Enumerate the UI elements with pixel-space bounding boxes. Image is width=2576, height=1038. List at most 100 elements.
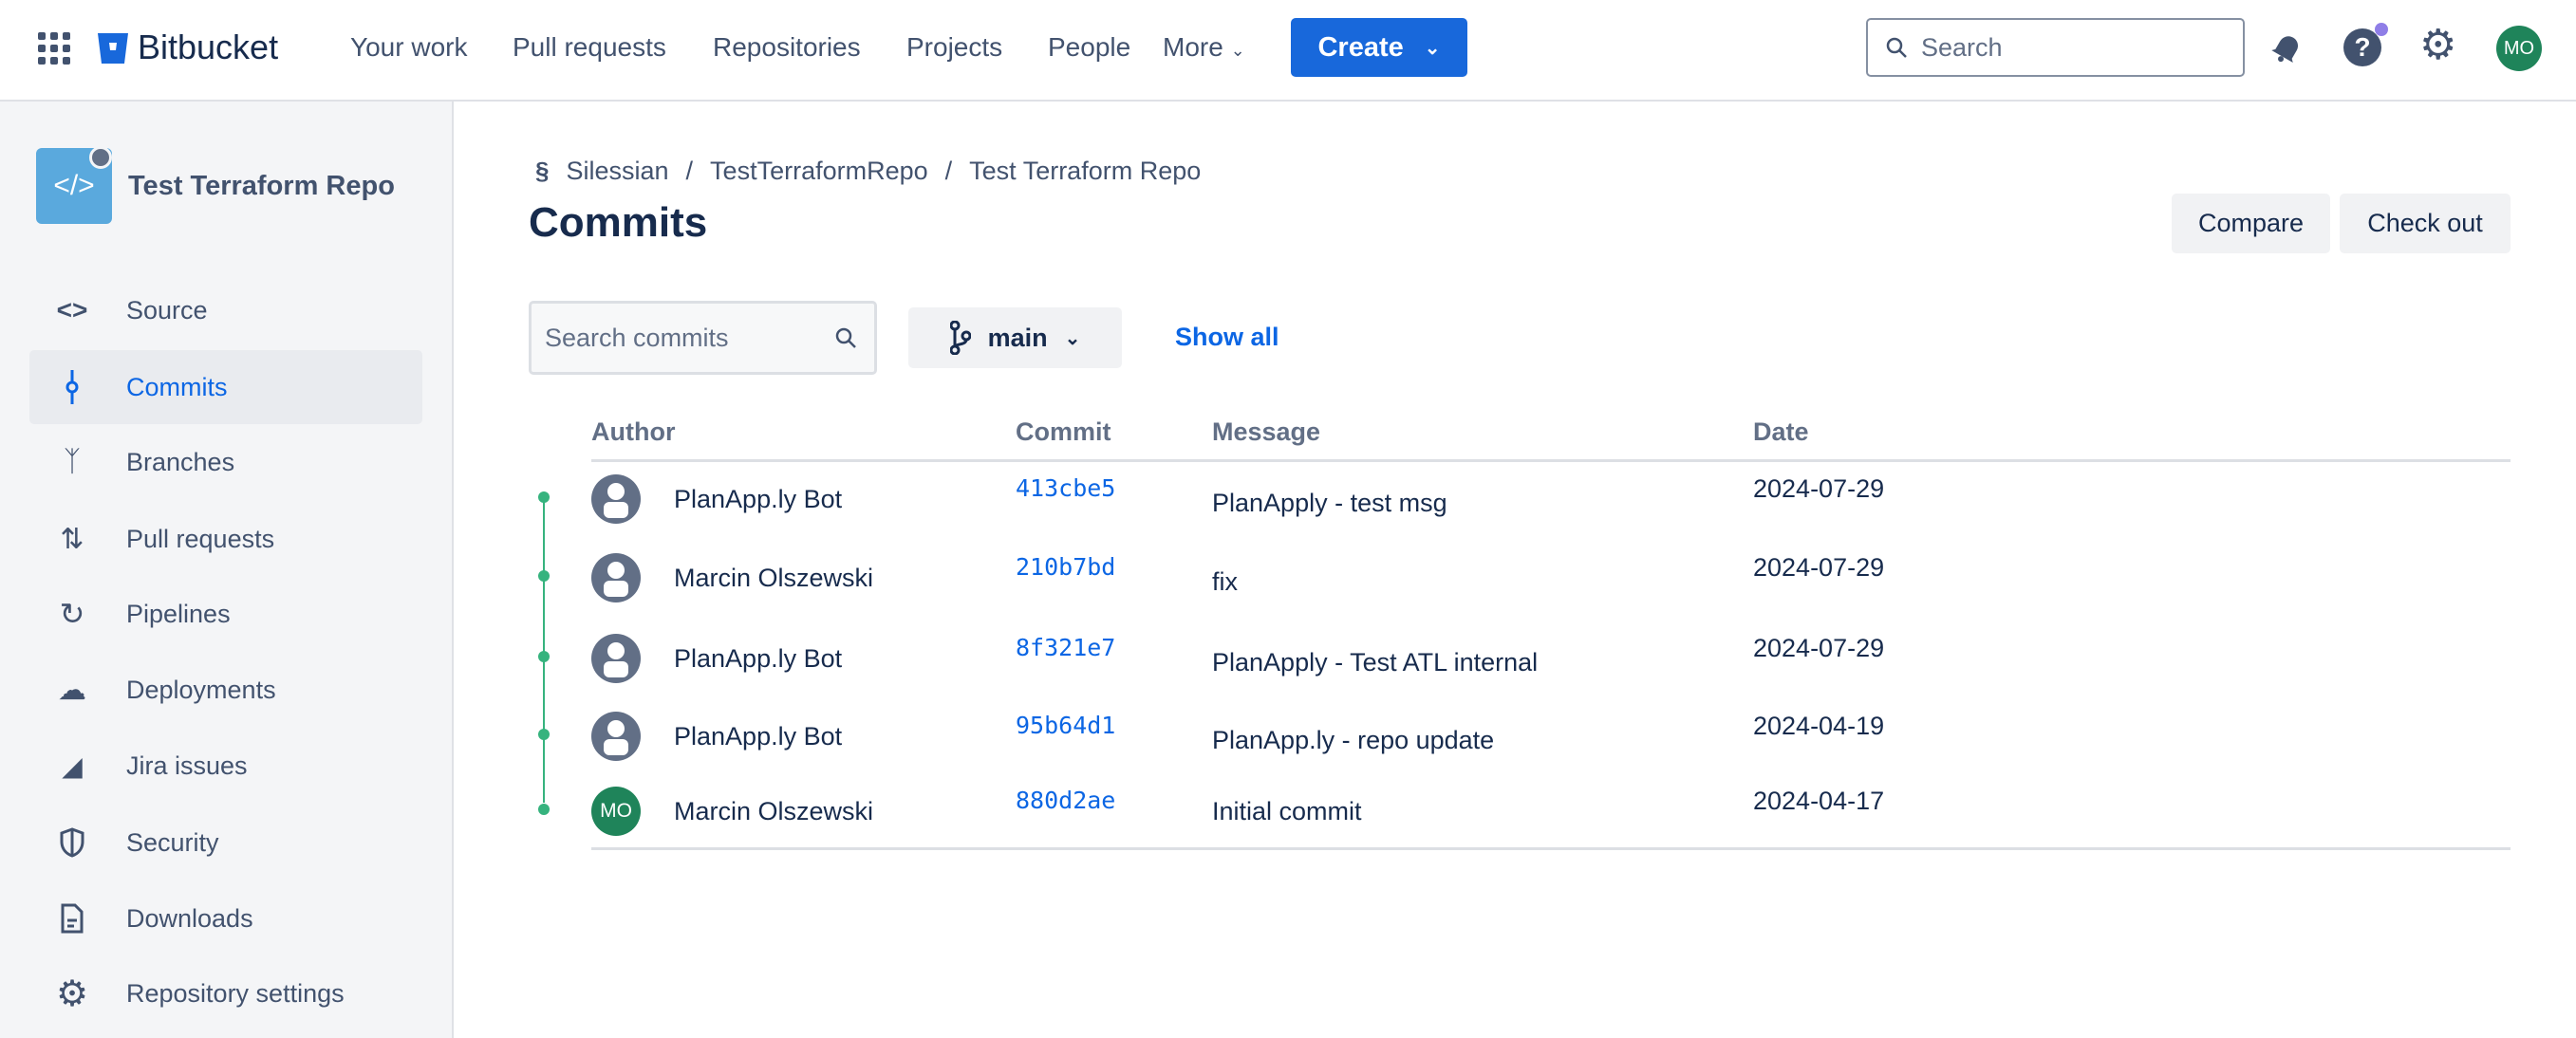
- breadcrumb-separator: /: [685, 157, 694, 185]
- column-header-date: Date: [1753, 417, 1809, 446]
- sidebar-item-commits[interactable]: Commits: [29, 350, 422, 424]
- commit-message: fix: [1212, 567, 1238, 596]
- commit-message: Initial commit: [1212, 797, 1362, 825]
- search-commits-input[interactable]: Search commits: [529, 301, 877, 375]
- search-icon: [1886, 37, 1907, 58]
- commit-date: 2024-04-17: [1753, 787, 1885, 815]
- sidebar-item-security[interactable]: Security: [29, 806, 422, 880]
- commit-message: PlanApp.ly - repo update: [1212, 726, 1495, 754]
- default-avatar-icon[interactable]: [591, 712, 641, 761]
- compare-button[interactable]: Compare: [2172, 194, 2330, 253]
- sidebar-item-repository-settings[interactable]: ⚙ Repository settings: [29, 956, 422, 1030]
- notifications-bell-icon[interactable]: [2270, 30, 2305, 65]
- pull-request-icon: ⇅: [60, 523, 84, 555]
- author-name: Marcin Olszewski: [674, 797, 874, 825]
- code-icon: <>: [56, 295, 88, 324]
- breadcrumb-workspace[interactable]: Silessian: [566, 157, 669, 185]
- create-button[interactable]: Create ⌄: [1291, 18, 1467, 77]
- commit-hash-link[interactable]: 8f321e7: [1016, 634, 1116, 661]
- table-footer-divider: [591, 847, 2511, 850]
- sidebar-item-downloads[interactable]: Downloads: [29, 881, 422, 955]
- search-input[interactable]: Search: [1866, 18, 2245, 77]
- commit-icon: [29, 370, 115, 404]
- help-notification-dot: [2375, 23, 2388, 36]
- nav-projects[interactable]: Projects: [906, 32, 1003, 62]
- nav-repositories[interactable]: Repositories: [713, 32, 861, 62]
- column-header-author: Author: [591, 417, 676, 446]
- breadcrumb: § Silessian / TestTerraformRepo / Test T…: [535, 157, 1201, 186]
- check-out-button[interactable]: Check out: [2340, 194, 2511, 253]
- gear-icon: ⚙: [55, 973, 89, 1014]
- bitbucket-logo-icon[interactable]: [97, 31, 129, 65]
- sidebar-item-label: Pull requests: [126, 524, 275, 553]
- column-header-commit: Commit: [1016, 417, 1111, 446]
- search-icon: [835, 327, 856, 348]
- author-name: PlanApp.ly Bot: [674, 722, 843, 751]
- author-name: PlanApp.ly Bot: [674, 485, 843, 513]
- commit-message: PlanApply - test msg: [1212, 489, 1447, 517]
- sidebar-item-label: Source: [126, 295, 208, 324]
- commit-graph-node: [538, 804, 550, 815]
- chevron-down-icon: ⌄: [1064, 327, 1081, 349]
- product-name[interactable]: Bitbucket: [138, 28, 279, 66]
- cloud-upload-icon: ☁: [58, 674, 86, 706]
- pipelines-icon: ↻: [59, 597, 85, 631]
- commit-graph-node: [538, 491, 550, 503]
- branch-icon: [949, 321, 971, 355]
- sidebar-item-label: Jira issues: [126, 751, 248, 780]
- column-header-message: Message: [1212, 417, 1321, 446]
- commit-graph-node: [538, 651, 550, 662]
- sidebar-item-label: Repository settings: [126, 978, 345, 1008]
- settings-gear-icon[interactable]: ⚙: [2419, 22, 2457, 68]
- sidebar-item-jira-issues[interactable]: ◢ Jira issues: [29, 729, 422, 803]
- commit-date: 2024-04-19: [1753, 712, 1885, 740]
- sidebar-item-label: Security: [126, 827, 219, 857]
- sidebar: </> Test Terraform Repo <> Source Commits…: [0, 102, 454, 1038]
- sidebar-item-pipelines[interactable]: ↻ Pipelines: [29, 577, 422, 651]
- page-title: Commits: [529, 199, 708, 246]
- sidebar-item-label: Downloads: [126, 903, 253, 933]
- commit-date: 2024-07-29: [1753, 474, 1885, 503]
- nav-more[interactable]: More ⌄: [1163, 32, 1245, 63]
- commit-hash-link[interactable]: 95b64d1: [1016, 712, 1116, 739]
- lock-icon: [89, 146, 112, 169]
- create-label: Create: [1317, 31, 1404, 63]
- repo-name[interactable]: Test Terraform Repo: [128, 171, 395, 201]
- sidebar-item-label: Deployments: [126, 675, 276, 704]
- commit-hash-link[interactable]: 880d2ae: [1016, 787, 1116, 814]
- sidebar-item-branches[interactable]: ᛉ Branches: [29, 425, 422, 499]
- help-icon[interactable]: ?: [2343, 28, 2381, 66]
- default-avatar-icon[interactable]: [591, 474, 641, 524]
- sidebar-item-source[interactable]: <> Source: [29, 273, 422, 347]
- breadcrumb-project[interactable]: TestTerraformRepo: [710, 157, 928, 185]
- app-switcher-icon[interactable]: [38, 32, 70, 65]
- search-placeholder: Search: [1921, 32, 2003, 62]
- author-avatar[interactable]: MO: [591, 787, 641, 836]
- default-avatar-icon[interactable]: [591, 634, 641, 683]
- commit-date: 2024-07-29: [1753, 553, 1885, 582]
- commit-message: PlanApply - Test ATL internal: [1212, 648, 1539, 677]
- commit-graph-node: [538, 729, 550, 740]
- top-navigation: Bitbucket Your work Pull requests Reposi…: [0, 0, 2576, 102]
- user-avatar[interactable]: MO: [2496, 26, 2542, 71]
- default-avatar-icon[interactable]: [591, 553, 641, 602]
- nav-people[interactable]: People: [1048, 32, 1131, 62]
- sidebar-item-label: Branches: [126, 447, 235, 476]
- sidebar-item-pull-requests[interactable]: ⇅ Pull requests: [29, 502, 422, 576]
- author-name: PlanApp.ly Bot: [674, 644, 843, 673]
- shield-icon: [29, 827, 115, 858]
- nav-pull-requests[interactable]: Pull requests: [513, 32, 666, 62]
- sidebar-item-deployments[interactable]: ☁ Deployments: [29, 653, 422, 727]
- breadcrumb-repository[interactable]: Test Terraform Repo: [969, 157, 1202, 185]
- author-name: Marcin Olszewski: [674, 564, 874, 592]
- show-all-link[interactable]: Show all: [1175, 323, 1279, 351]
- breadcrumb-separator: /: [944, 157, 953, 185]
- commit-date: 2024-07-29: [1753, 634, 1885, 662]
- commit-graph-line: [543, 495, 545, 803]
- chevron-down-icon: ⌄: [1230, 41, 1245, 60]
- branch-selector[interactable]: main ⌄: [908, 307, 1122, 368]
- commit-hash-link[interactable]: 210b7bd: [1016, 553, 1116, 581]
- commit-hash-link[interactable]: 413cbe5: [1016, 474, 1116, 502]
- nav-your-work[interactable]: Your work: [350, 32, 468, 62]
- workspace-logo-icon: §: [535, 157, 550, 185]
